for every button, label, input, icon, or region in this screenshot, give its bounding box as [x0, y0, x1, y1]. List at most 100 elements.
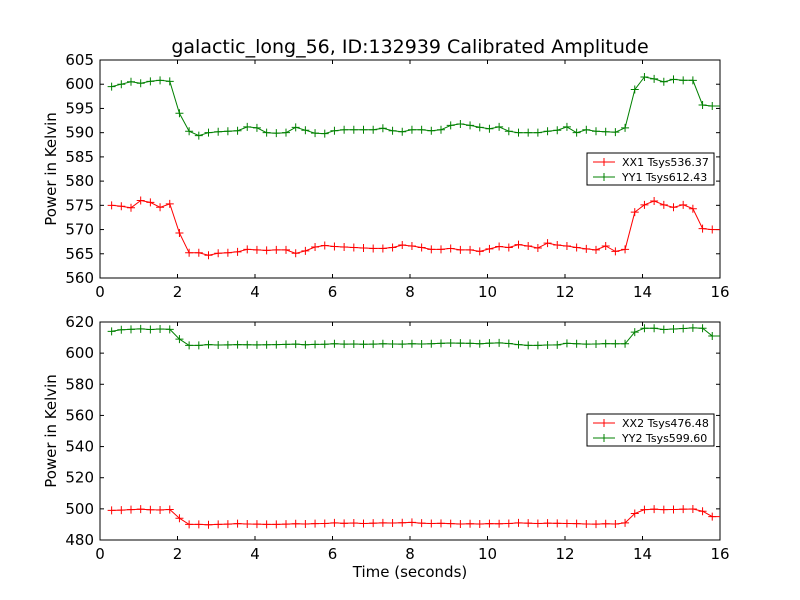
data-point-marker	[708, 225, 717, 234]
data-point-marker	[388, 339, 397, 348]
data-point-marker	[611, 519, 620, 528]
data-point-marker	[282, 128, 290, 137]
data-point-marker	[485, 519, 494, 528]
data-point-marker	[330, 339, 339, 348]
x-tick-label: 8	[405, 545, 415, 563]
data-point-marker	[369, 340, 378, 349]
series-line-yy	[111, 76, 720, 137]
data-point-marker	[572, 519, 581, 528]
data-point-marker	[194, 520, 203, 529]
data-point-marker	[233, 126, 242, 135]
data-point-marker	[136, 196, 145, 205]
data-point-marker	[320, 129, 329, 138]
data-point-marker	[223, 248, 232, 257]
data-point-marker	[243, 245, 252, 254]
data-point-marker	[185, 341, 194, 350]
data-point-marker	[407, 242, 416, 251]
data-point-marker	[311, 242, 320, 251]
data-point-marker	[127, 77, 135, 86]
data-point-marker	[650, 505, 659, 514]
data-point-marker	[640, 72, 649, 81]
data-point-marker	[437, 519, 445, 528]
data-point-marker	[146, 505, 155, 514]
data-point-marker	[349, 339, 358, 348]
data-point-marker	[630, 85, 639, 94]
data-point-marker	[107, 82, 116, 91]
data-point-marker	[243, 519, 252, 528]
data-point-marker	[437, 339, 445, 348]
data-point-marker	[650, 196, 659, 205]
data-point-marker	[630, 328, 639, 337]
data-point-marker	[688, 76, 697, 85]
data-point-marker	[466, 245, 475, 254]
data-point-marker	[117, 202, 126, 211]
data-point-marker	[475, 519, 484, 528]
data-point-marker	[204, 251, 213, 260]
x-tick-label: 4	[250, 283, 260, 301]
data-point-marker	[156, 505, 165, 514]
data-point-marker	[650, 74, 659, 83]
data-point-marker	[320, 241, 329, 250]
data-point-marker	[185, 127, 194, 136]
data-point-marker	[466, 339, 475, 348]
data-point-marker	[301, 246, 310, 255]
data-point-marker	[204, 128, 213, 137]
data-point-marker	[165, 325, 174, 334]
data-point-marker	[349, 243, 358, 252]
data-point-marker	[446, 121, 455, 130]
data-point-marker	[233, 340, 242, 349]
data-point-marker	[117, 325, 126, 334]
y-tick-label: 620	[65, 313, 94, 331]
y-tick-label: 605	[65, 51, 94, 69]
series-line-xx	[111, 199, 720, 256]
data-point-marker	[185, 248, 194, 257]
data-point-marker	[156, 76, 165, 85]
data-point-marker	[214, 249, 223, 258]
data-point-marker	[146, 325, 155, 334]
data-point-marker	[582, 125, 591, 134]
data-point-marker	[621, 123, 630, 132]
data-point-marker	[340, 125, 349, 134]
data-point-marker	[223, 340, 232, 349]
x-tick-label: 6	[328, 283, 338, 301]
data-point-marker	[543, 127, 552, 136]
data-point-marker	[214, 127, 223, 136]
y-tick-label: 560	[65, 406, 94, 424]
data-point-marker	[621, 339, 630, 348]
data-point-marker	[659, 200, 668, 209]
data-point-marker	[398, 340, 407, 349]
x-tick-label: 12	[555, 545, 574, 563]
x-tick-label: 14	[633, 283, 652, 301]
data-point-marker	[582, 340, 591, 349]
data-point-marker	[679, 324, 688, 333]
y-tick-label: 600	[65, 75, 94, 93]
x-tick-label: 10	[478, 283, 497, 301]
data-point-marker	[107, 506, 116, 515]
data-point-marker	[708, 332, 717, 341]
data-point-marker	[175, 514, 184, 523]
data-point-marker	[514, 128, 523, 137]
data-point-marker	[330, 126, 339, 135]
data-point-marker	[669, 203, 678, 212]
data-point-marker	[320, 340, 329, 349]
data-point-marker	[592, 245, 600, 254]
data-point-marker	[475, 123, 484, 132]
data-point-marker	[553, 340, 562, 349]
data-point-marker	[369, 519, 378, 528]
data-point-marker	[514, 240, 523, 249]
data-point-marker	[330, 242, 339, 251]
data-point-marker	[533, 243, 542, 252]
data-point-marker	[640, 505, 649, 514]
data-point-marker	[194, 248, 203, 257]
data-point-marker	[659, 505, 668, 514]
data-point-marker	[398, 127, 407, 136]
y-tick-label: 480	[65, 531, 94, 549]
data-point-marker	[127, 325, 135, 334]
data-point-marker	[117, 80, 126, 89]
data-point-marker	[562, 519, 571, 528]
data-point-marker	[630, 509, 639, 518]
data-point-marker	[524, 128, 533, 137]
x-tick-label: 4	[250, 545, 260, 563]
data-point-marker	[349, 125, 358, 134]
